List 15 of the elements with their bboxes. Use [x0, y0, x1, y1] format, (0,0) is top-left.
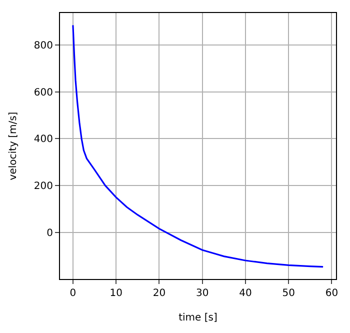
y-tick-label: 800 — [34, 40, 53, 52]
y-tick-label: 600 — [34, 87, 53, 98]
x-tick-label: 60 — [325, 288, 338, 299]
y-tick-label: 200 — [34, 181, 53, 192]
y-tick-label: 0 — [46, 228, 53, 239]
line-series — [72, 24, 324, 268]
x-tick-label: 30 — [196, 288, 209, 299]
x-tick-label: 40 — [239, 288, 252, 299]
x-tick-label: 20 — [152, 288, 166, 299]
x-axis-title: time [s] — [178, 312, 218, 324]
y-axis-title: velocity [m/s] — [8, 112, 19, 180]
x-tick-label: 0 — [70, 288, 76, 299]
x-tick-label: 50 — [282, 288, 295, 299]
x-tick-label: 10 — [110, 288, 122, 299]
y-tick-label: 400 — [34, 134, 53, 146]
